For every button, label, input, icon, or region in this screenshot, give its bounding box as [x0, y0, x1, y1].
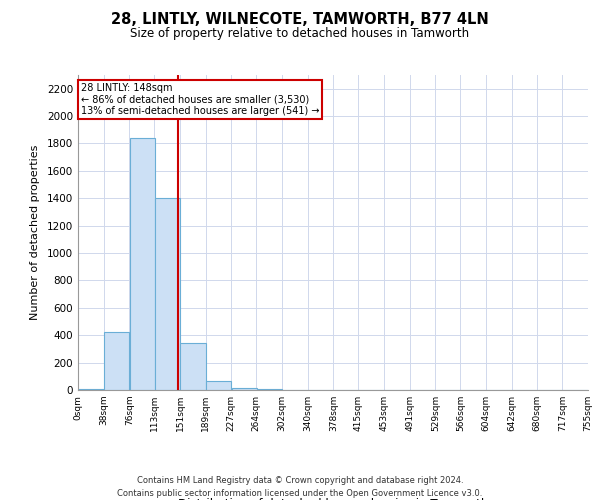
Bar [155, 198, 180, 390]
Text: 28, LINTLY, WILNECOTE, TAMWORTH, B77 4LN: 28, LINTLY, WILNECOTE, TAMWORTH, B77 4LN [111, 12, 489, 28]
Bar [206, 381, 231, 390]
Bar [180, 344, 205, 390]
Bar [130, 138, 155, 390]
Bar [232, 388, 257, 390]
Bar [104, 332, 129, 390]
Text: Contains HM Land Registry data © Crown copyright and database right 2024.
Contai: Contains HM Land Registry data © Crown c… [118, 476, 482, 498]
Text: 28 LINTLY: 148sqm
← 86% of detached houses are smaller (3,530)
13% of semi-detac: 28 LINTLY: 148sqm ← 86% of detached hous… [81, 83, 319, 116]
Bar [257, 389, 282, 390]
Y-axis label: Number of detached properties: Number of detached properties [30, 145, 40, 320]
X-axis label: Distribution of detached houses by size in Tamworth: Distribution of detached houses by size … [178, 498, 488, 500]
Text: Size of property relative to detached houses in Tamworth: Size of property relative to detached ho… [130, 28, 470, 40]
